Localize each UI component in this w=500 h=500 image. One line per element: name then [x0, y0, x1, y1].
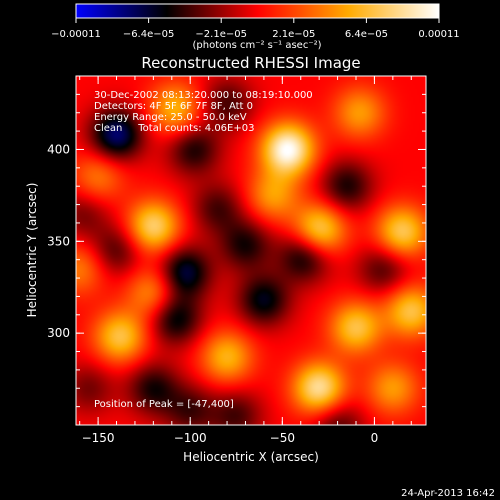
colorbar-units: (photons cm⁻² s⁻¹ asec⁻²) [192, 40, 321, 51]
energy-range-annotation: Energy Range: 25.0 - 50.0 keV [94, 112, 247, 123]
clean-counts-annotation: Clean Total counts: 4.06E+03 [94, 123, 254, 134]
x-tick-label: −100 [174, 431, 207, 445]
colorbar-tick-labels: −0.00011 −6.4e−05 −2.1e−05 2.1e−05 6.4e−05 0.… [51, 29, 460, 40]
x-tick-label: −50 [270, 431, 295, 445]
y-axis: 300 350 400 [47, 75, 426, 426]
x-tick-label: −150 [82, 431, 115, 445]
colorbar-tick-label: −0.00011 [51, 29, 101, 40]
footer-date: 24-Apr-2013 16:42 [401, 488, 495, 499]
colorbar-tick-label: 6.4e−05 [345, 29, 388, 40]
x-axis: −150 −100 −50 0 [79, 76, 412, 445]
colorbar-tick-label: −2.1e−05 [195, 29, 247, 40]
time-range-annotation: 30-Dec-2002 08:13:20.000 to 08:19:10.000 [94, 90, 313, 101]
detectors-annotation: Detectors: 4F 5F 6F 7F 8F, Att 0 [94, 101, 253, 112]
y-tick-label: 350 [47, 234, 70, 248]
colorbar: −0.00011 −6.4e−05 −2.1e−05 2.1e−05 6.4e−05 0.… [51, 3, 460, 51]
y-tick-label: 400 [47, 142, 70, 156]
colorbar-tick-label: −6.4e−05 [123, 29, 175, 40]
peak-position-annotation: Position of Peak = [-47,400] [94, 399, 234, 410]
image-area [75, 75, 427, 426]
heatmap-image [76, 76, 426, 425]
colorbar-strip [75, 3, 440, 19]
colorbar-tick-label: 0.00011 [418, 29, 459, 40]
chart-title: Reconstructed RHESSI Image [141, 54, 360, 72]
colorbar-tick-label: 2.1e−05 [272, 29, 315, 40]
y-tick-label: 300 [47, 326, 70, 340]
x-axis-label: Heliocentric X (arcsec) [183, 450, 319, 464]
colorbar-ticks [75, 18, 440, 23]
y-axis-label: Heliocentric Y (arcsec) [25, 183, 39, 318]
x-tick-label: 0 [371, 431, 379, 445]
plot-frame [75, 75, 427, 426]
annotations: 30-Dec-2002 08:13:20.000 to 08:19:10.000… [94, 90, 313, 410]
